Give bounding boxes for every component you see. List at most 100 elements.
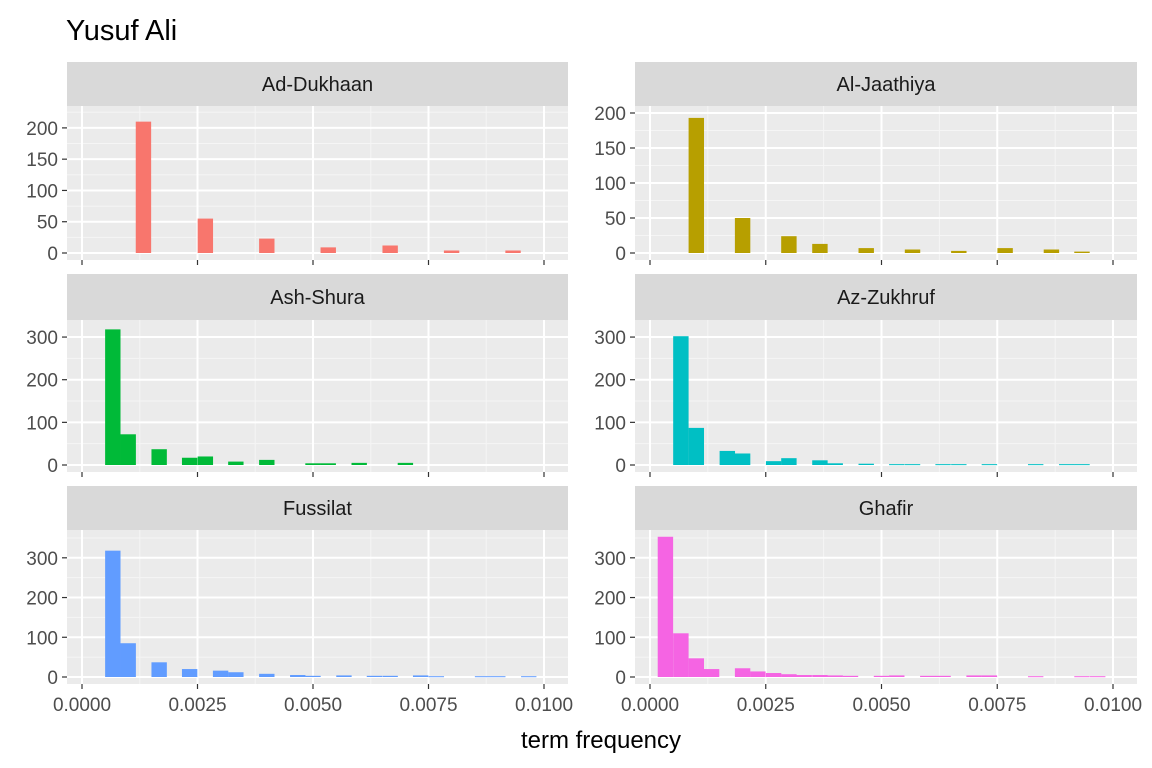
facet-strip	[635, 274, 1137, 320]
x-tick-label: 0.0050	[852, 695, 910, 716]
facet-strip	[67, 274, 568, 320]
histogram-bar	[904, 464, 921, 466]
histogram-bar	[1074, 464, 1090, 466]
histogram-bar	[688, 427, 705, 465]
y-tick-label: 0	[615, 668, 626, 689]
histogram-bar	[181, 669, 198, 677]
histogram-bar	[827, 675, 843, 677]
y-tick-label: 100	[594, 413, 626, 434]
histogram-bar	[351, 462, 367, 465]
panel-background	[635, 530, 1137, 684]
histogram-bar	[412, 675, 429, 677]
x-tick-label: 0.0000	[621, 695, 679, 716]
facet-strip-label: Ad-Dukhaan	[262, 74, 373, 96]
facet-strip	[67, 62, 568, 106]
panel-background	[67, 320, 568, 472]
histogram-bar	[981, 464, 998, 466]
y-tick-label: 200	[594, 371, 626, 392]
y-tick-label: 0	[47, 456, 58, 477]
histogram-bar	[734, 668, 751, 677]
histogram-bar	[259, 238, 275, 253]
histogram-bar	[259, 673, 275, 677]
y-tick-label: 0	[615, 244, 626, 265]
facet-strip-label: Az-Zukhruf	[837, 287, 935, 309]
y-tick-label: 100	[26, 628, 58, 649]
histogram-bar	[920, 675, 936, 677]
histogram-bar	[750, 671, 766, 677]
histogram-bar	[781, 674, 797, 677]
histogram-bar	[827, 463, 843, 465]
facet-strip	[67, 486, 568, 530]
histogram-bar	[228, 461, 244, 465]
panels: Ad-Dukhaan 0 50 100 150 200 Al-Jaathiya 0 50 100 1…	[26, 62, 1142, 716]
histogram-bar	[889, 675, 905, 677]
y-tick-label: 150	[26, 150, 58, 171]
histogram-bar	[212, 670, 229, 677]
panel-background	[635, 320, 1137, 472]
facet-panel-ad-dukhaan: Ad-Dukhaan 0 50 100 150 200	[26, 62, 568, 265]
chart-title: Yusuf Ali	[66, 15, 177, 47]
x-axis-label: term frequency	[521, 727, 681, 754]
histogram-bar	[120, 643, 136, 677]
histogram-bar	[1090, 676, 1106, 678]
facet-panel-ghafir: Ghafir 0 100 200 300 0.0000 0.0025 0.0050 0.0075…	[594, 486, 1142, 716]
histogram-bar	[228, 672, 244, 677]
histogram-bar	[1074, 676, 1090, 678]
histogram-bar	[1074, 251, 1090, 253]
x-tick-label: 0.0025	[168, 695, 226, 716]
histogram-bar	[812, 675, 828, 677]
y-tick-label: 200	[26, 589, 58, 610]
histogram-bar	[935, 675, 951, 677]
histogram-bar	[889, 464, 905, 466]
x-tick-label: 0.0100	[1084, 695, 1142, 716]
y-tick-label: 50	[37, 213, 58, 234]
histogram-bar	[765, 673, 782, 677]
y-tick-label: 300	[594, 328, 626, 349]
histogram-bar	[397, 462, 414, 465]
histogram-bar	[305, 463, 321, 465]
histogram-bar	[904, 249, 921, 253]
histogram-bar	[873, 675, 890, 677]
x-tick-label: 0.0100	[515, 695, 573, 716]
y-tick-label: 200	[594, 589, 626, 610]
histogram-bar	[673, 336, 689, 465]
y-tick-label: 100	[594, 174, 626, 195]
facet-panel-al-jaathiya: Al-Jaathiya 0 50 100 150 200	[594, 62, 1137, 265]
histogram-bar	[858, 248, 874, 253]
histogram-bar	[197, 456, 214, 465]
histogram-bar	[259, 459, 275, 465]
y-tick-label: 100	[26, 413, 58, 434]
histogram-bar	[305, 675, 321, 677]
y-tick-label: 200	[26, 119, 58, 140]
histogram-bar	[688, 658, 705, 677]
y-tick-label: 300	[26, 328, 58, 349]
histogram-bar	[734, 453, 751, 465]
y-tick-label: 0	[47, 244, 58, 265]
histogram-bar	[490, 676, 506, 678]
y-tick-label: 100	[594, 628, 626, 649]
histogram-bar	[1043, 249, 1060, 253]
histogram-bar	[135, 121, 152, 253]
facet-strip-label: Ghafir	[859, 498, 914, 520]
histogram-bar	[842, 675, 859, 677]
y-tick-label: 0	[47, 668, 58, 689]
histogram-bar	[951, 464, 967, 466]
histogram-bar	[120, 434, 136, 465]
histogram-bar	[1027, 464, 1044, 466]
histogram-bar	[320, 247, 336, 253]
y-tick-label: 50	[605, 209, 626, 230]
facet-panel-fussilat: Fussilat 0 100 200 300 0.0000 0.0025 0.0050 0.00…	[26, 486, 573, 716]
histogram-bar	[474, 676, 491, 678]
y-tick-label: 150	[594, 139, 626, 160]
x-tick-label: 0.0050	[284, 695, 342, 716]
histogram-bar	[781, 458, 797, 465]
histogram-bar	[382, 245, 398, 253]
histogram-bar	[657, 536, 674, 677]
histogram-bar	[765, 461, 782, 465]
y-tick-label: 100	[26, 181, 58, 202]
histogram-bar	[781, 236, 797, 253]
histogram-bar	[719, 450, 736, 465]
x-tick-label: 0.0075	[399, 695, 457, 716]
histogram-bar	[703, 669, 720, 677]
facet-panel-ash-shura: Ash-Shura 0 100 200 300	[26, 274, 568, 477]
